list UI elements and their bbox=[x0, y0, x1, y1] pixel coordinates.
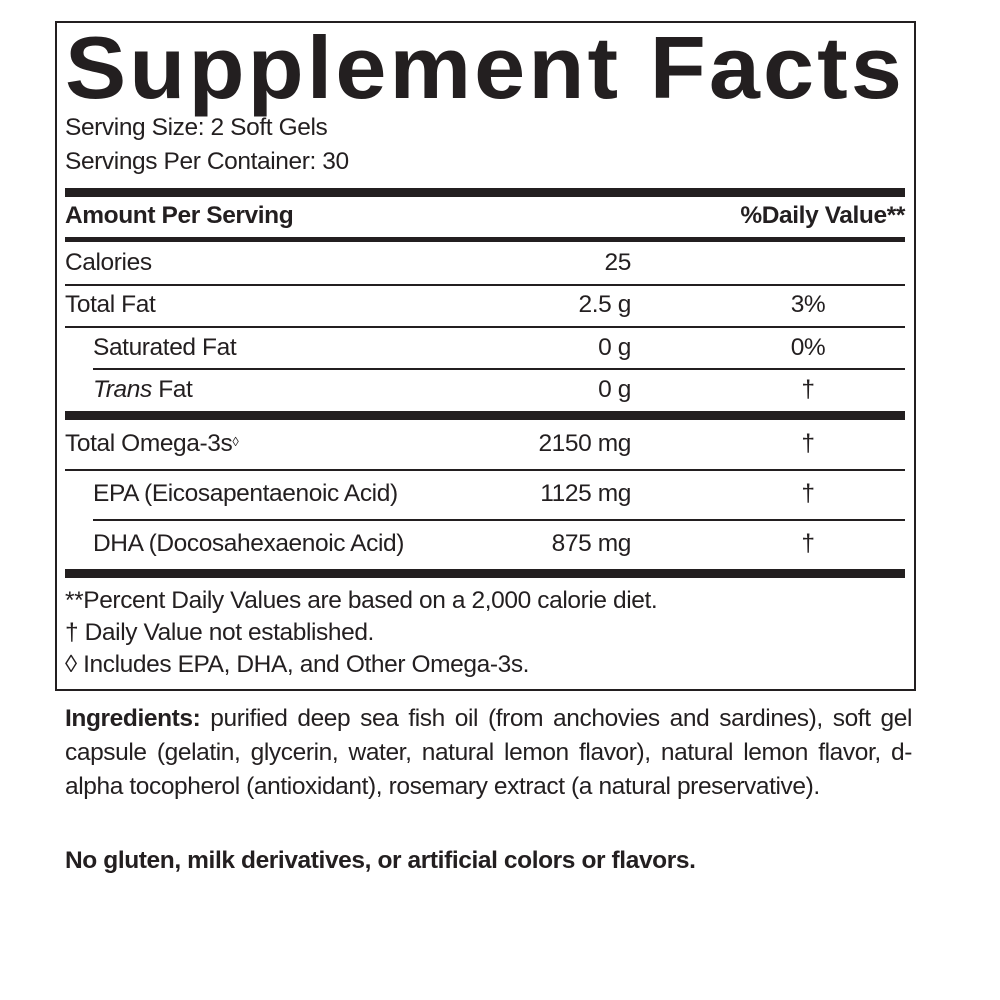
nutrient-name: EPA (Eicosapentaenoic Acid) bbox=[93, 480, 398, 507]
servings-per-container: Servings Per Container: 30 bbox=[65, 148, 349, 175]
nutrient-name: Trans Fat bbox=[93, 375, 193, 405]
nutrient-name-text: Total Omega-3s bbox=[65, 430, 233, 457]
nutrient-amount: 875 mg bbox=[551, 530, 632, 557]
thick-divider bbox=[65, 569, 905, 578]
footnote-dagger: † Daily Value not established. bbox=[65, 619, 374, 646]
medium-divider bbox=[65, 237, 905, 242]
row-divider bbox=[65, 284, 905, 286]
nutrient-name: Calories bbox=[65, 249, 152, 276]
nutrient-dv: † bbox=[801, 430, 815, 457]
nutrient-amount: 2.5 g bbox=[578, 291, 632, 318]
nutrient-amount: 0 g bbox=[598, 376, 631, 403]
amount-per-serving-header: Amount Per Serving bbox=[65, 202, 294, 229]
nutrient-dv: 0% bbox=[790, 334, 826, 361]
nutrient-amount: 1125 mg bbox=[540, 480, 631, 507]
allergen-note: No gluten, milk derivatives, or artifici… bbox=[65, 847, 696, 874]
ingredients-label: Ingredients: bbox=[65, 705, 201, 732]
nutrient-name-italic: Trans bbox=[93, 376, 152, 403]
thick-divider bbox=[65, 411, 905, 420]
nutrient-name: Saturated Fat bbox=[93, 334, 237, 361]
row-divider bbox=[65, 469, 905, 471]
nutrient-amount: 2150 mg bbox=[538, 430, 631, 457]
ingredients: Ingredients: purified deep sea fish oil … bbox=[65, 702, 912, 804]
nutrient-amount: 25 bbox=[604, 249, 632, 276]
nutrient-name: Total Fat bbox=[65, 291, 156, 318]
nutrient-name: DHA (Docosahexaenoic Acid) bbox=[93, 530, 404, 557]
nutrient-dv: † bbox=[801, 530, 815, 557]
nutrient-dv: 3% bbox=[790, 291, 826, 318]
nutrient-name-rest: Fat bbox=[151, 376, 193, 403]
row-divider bbox=[93, 368, 905, 370]
row-divider bbox=[93, 519, 905, 521]
panel-title: Supplement Facts bbox=[65, 18, 905, 117]
row-divider bbox=[65, 326, 905, 328]
footnote-daily-values: **Percent Daily Values are based on a 2,… bbox=[65, 587, 658, 614]
nutrient-amount: 0 g bbox=[598, 334, 631, 361]
footnote-mark: ◊ bbox=[232, 434, 239, 449]
nutrient-dv: † bbox=[801, 480, 815, 507]
footnote-lozenge: ◊ Includes EPA, DHA, and Other Omega-3s. bbox=[65, 651, 530, 678]
supplement-facts-panel bbox=[55, 21, 916, 691]
nutrient-dv: † bbox=[801, 376, 815, 403]
daily-value-header: %Daily Value** bbox=[740, 202, 905, 229]
nutrient-name: Total Omega-3s◊ bbox=[65, 429, 239, 459]
thick-divider bbox=[65, 188, 905, 197]
serving-size: Serving Size: 2 Soft Gels bbox=[65, 114, 328, 141]
ingredients-text: purified deep sea fish oil (from anchovi… bbox=[65, 705, 912, 800]
